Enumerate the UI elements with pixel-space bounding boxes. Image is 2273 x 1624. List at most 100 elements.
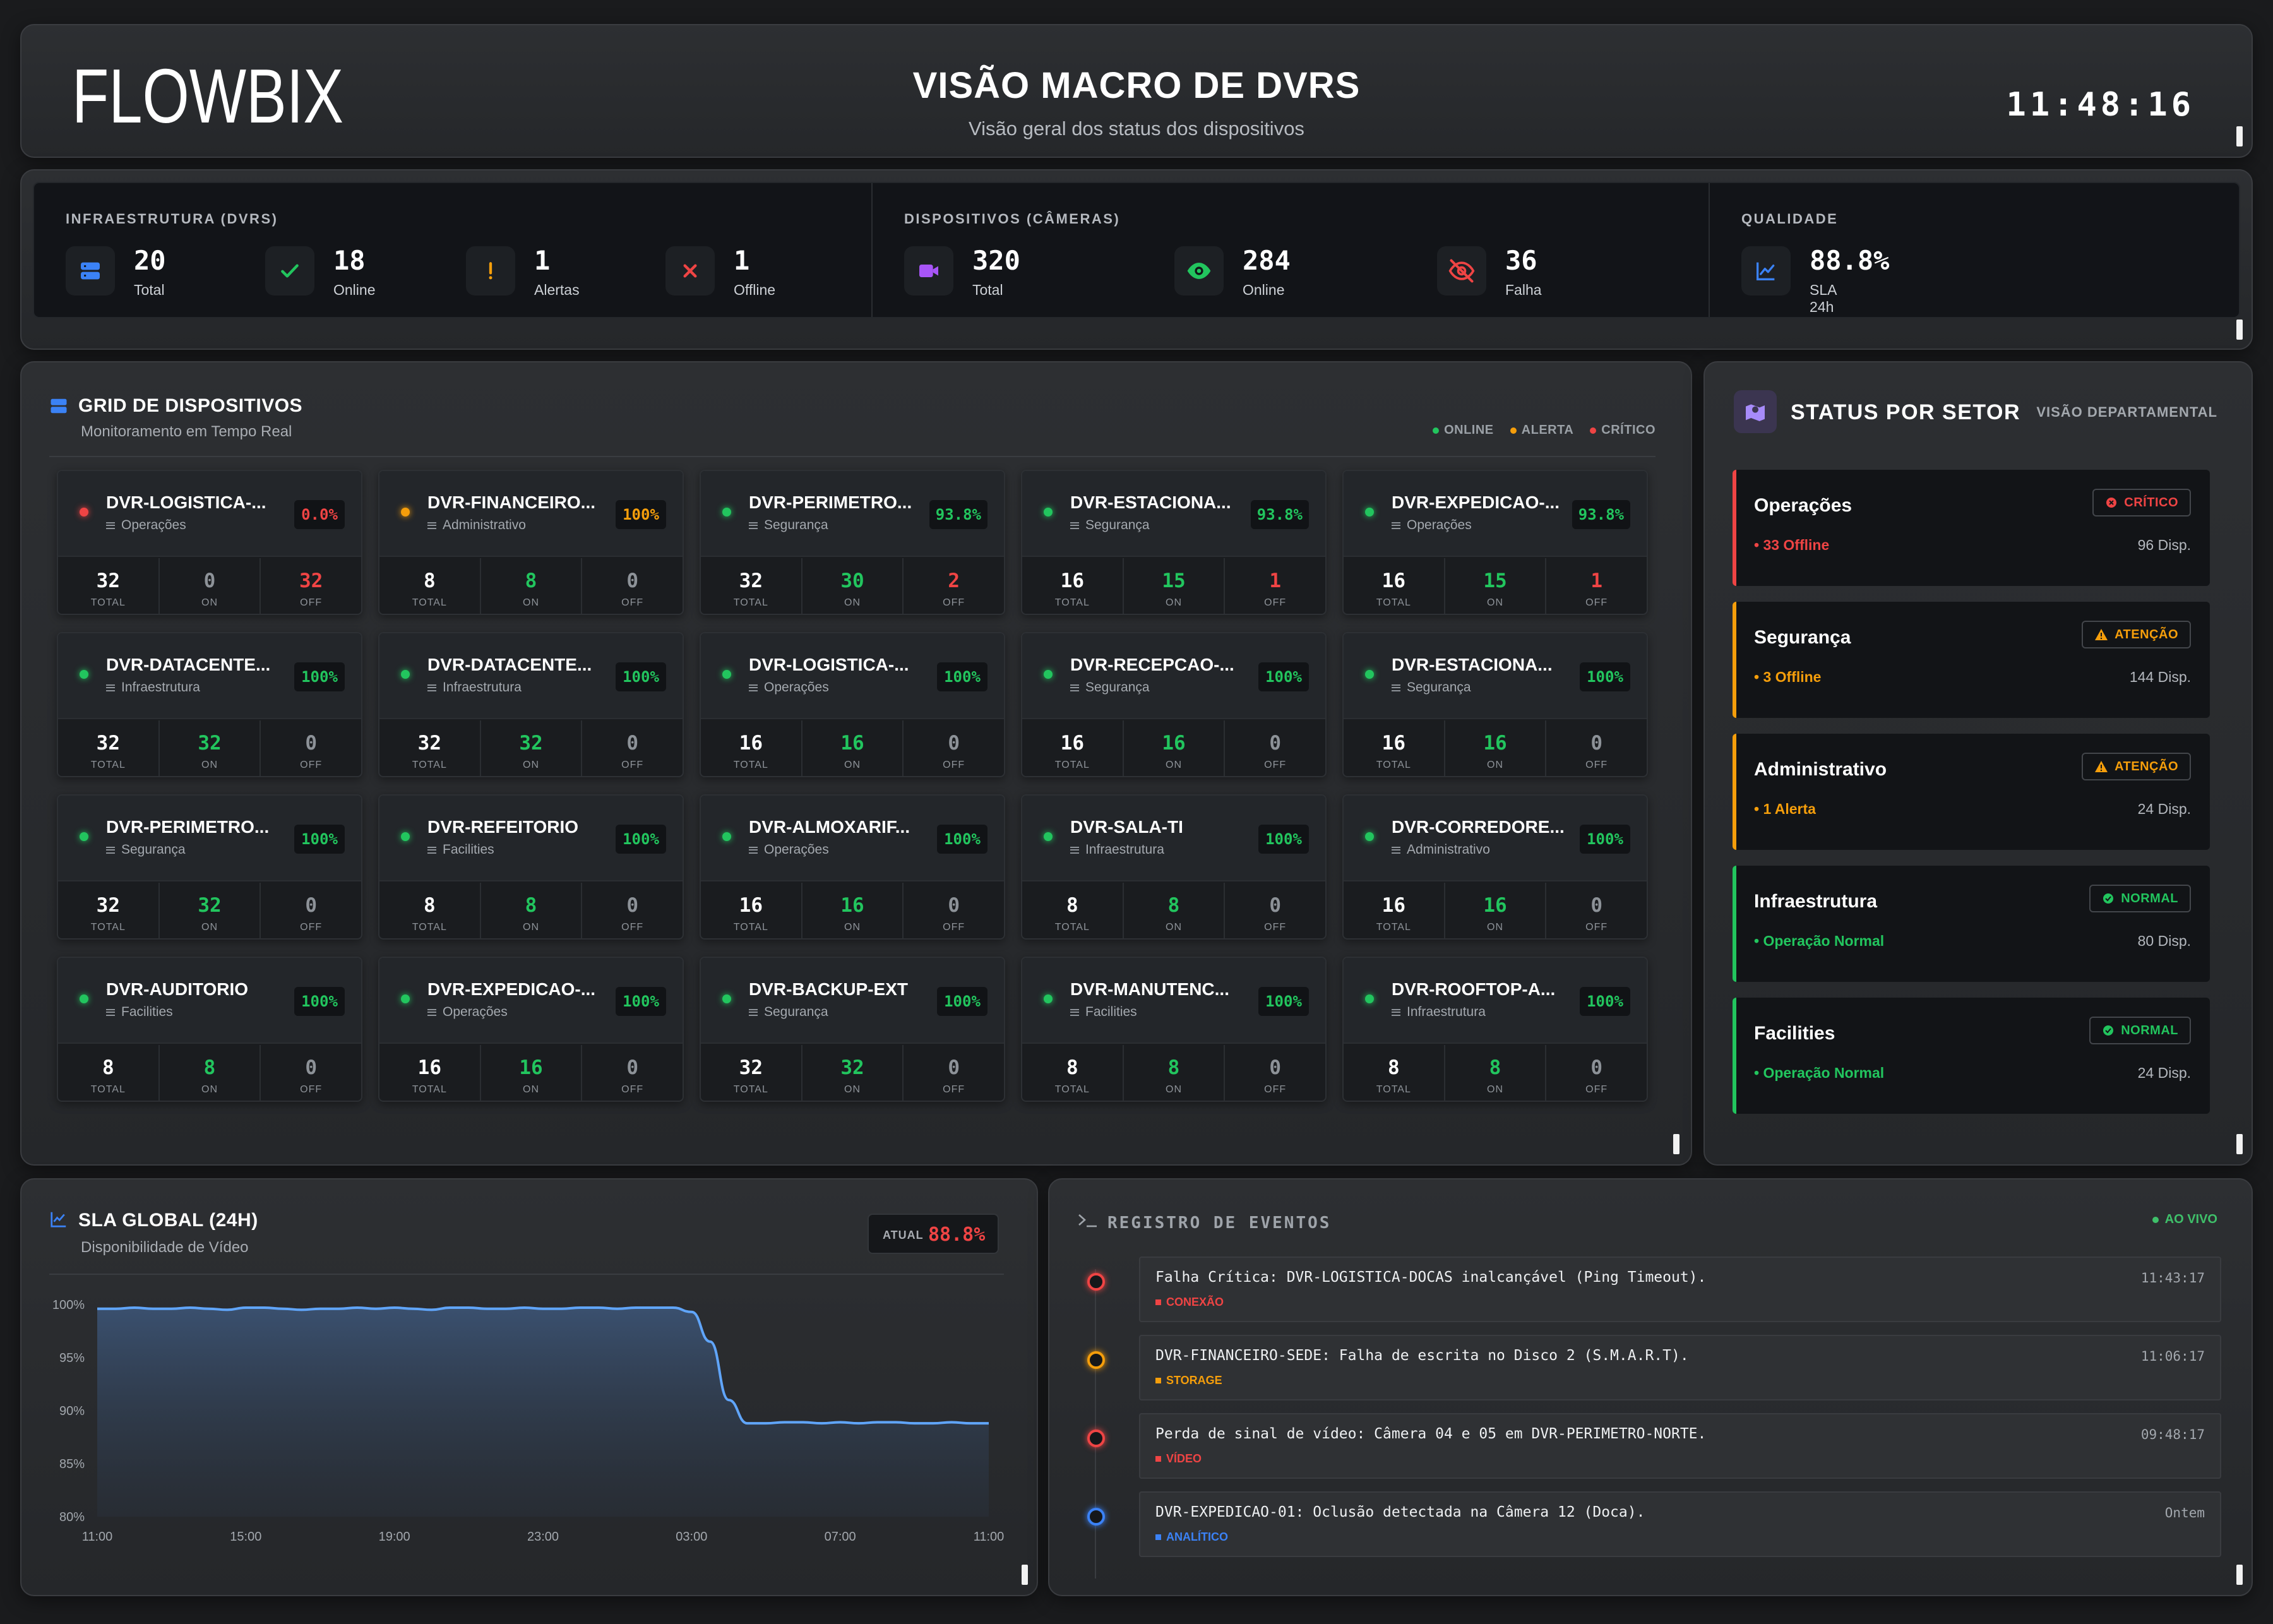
eye-icon (1174, 246, 1224, 296)
device-counts: 32 TOTAL 32 ON 0 OFF (379, 720, 683, 776)
resize-handle[interactable] (2236, 319, 2243, 340)
device-name: DVR-BACKUP-EXT (749, 979, 908, 999)
event-tag: STORAGE (1155, 1374, 1222, 1387)
quality-stats-group: QUALIDADE 88.8% SLA 24h (1709, 183, 2239, 317)
sector-card[interactable]: Segurança ATENÇÃO • 3 Offline 144 Disp. (1733, 602, 2210, 718)
device-card[interactable]: DVR-BACKUP-EXT Segurança 100% 32 TOTAL 32 ON 0 O… (700, 957, 1005, 1102)
stat-label: Online (333, 282, 376, 298)
device-card[interactable]: DVR-AUDITORIO Facilities 100% 8 TOTAL 8 ON 0 OFF (57, 957, 362, 1102)
resize-handle[interactable] (1673, 1134, 1679, 1154)
device-counts: 16 TOTAL 15 ON 1 OFF (1022, 558, 1325, 614)
x-icon (665, 246, 715, 296)
device-card[interactable]: DVR-MANUTENC... Facilities 100% 8 TOTAL 8 ON 0 O… (1021, 957, 1327, 1102)
device-card[interactable]: DVR-ALMOXARIF... Operações 100% 16 TOTAL 16 ON… (700, 794, 1005, 940)
resize-handle[interactable] (2236, 1134, 2243, 1154)
device-card[interactable]: DVR-DATACENTE... Infraestrutura 100% 32 TOTA… (378, 632, 684, 777)
device-card-header: DVR-REFEITORIO Facilities 100% (379, 796, 683, 881)
device-counts: 16 TOTAL 15 ON 1 OFF (1344, 558, 1647, 614)
status-dot (80, 832, 88, 841)
resize-handle[interactable] (2236, 1565, 2243, 1585)
stat-label: Offline (734, 282, 776, 298)
list-icon (1392, 522, 1400, 529)
current-sla-value: 88.8% (928, 1224, 986, 1246)
status-dot (1365, 670, 1374, 679)
device-uptime: 93.8% (1572, 500, 1630, 529)
device-uptime: 100% (294, 825, 345, 854)
device-card[interactable]: DVR-LOGISTICA-... Operações 100% 16 TOTAL 16 O… (700, 632, 1005, 777)
device-counts: 8 TOTAL 8 ON 0 OFF (1022, 883, 1325, 938)
count-on: 16 ON (1443, 883, 1546, 938)
device-card[interactable]: DVR-SALA-TI Infraestrutura 100% 8 TOTAL 8 ON 0 O… (1021, 794, 1327, 940)
event-row[interactable]: DVR-FINANCEIRO-SEDE: Falha de escrita no… (1139, 1335, 2221, 1400)
count-on: 8 ON (479, 883, 582, 938)
device-counts: 32 TOTAL 32 ON 0 OFF (58, 883, 361, 938)
device-name: DVR-DATACENTE... (427, 655, 592, 674)
status-dot (722, 994, 731, 1003)
device-sector: Infraestrutura (106, 680, 200, 695)
device-card-header: DVR-EXPEDICAO-... Operações 93.8% (1344, 471, 1647, 557)
sector-card[interactable]: Facilities NORMAL • Operação Normal 24 Disp… (1733, 998, 2210, 1114)
list-icon (106, 684, 115, 691)
count-off: 0 OFF (581, 1045, 683, 1101)
resize-handle[interactable] (2236, 126, 2243, 146)
stat-value: 18 (333, 245, 366, 276)
device-card[interactable]: DVR-PERIMETRO... Segurança 93.8% 32 TOTAL 30 O… (700, 470, 1005, 615)
count-total: 16 TOTAL (1376, 894, 1411, 933)
device-counts: 16 TOTAL 16 ON 0 OFF (701, 883, 1004, 938)
device-card[interactable]: DVR-LOGISTICA-... Operações 0.0% 32 TOTAL 0 ON… (57, 470, 362, 615)
event-time: Ontem (2164, 1505, 2205, 1520)
device-card[interactable]: DVR-CORREDORE... Administrativo 100% 16 TOTA… (1342, 794, 1648, 940)
list-icon (427, 1008, 436, 1016)
count-total: 8 TOTAL (1376, 1056, 1411, 1095)
device-card[interactable]: DVR-DATACENTE... Infraestrutura 100% 32 TOTA… (57, 632, 362, 777)
count-total: 32 TOTAL (90, 894, 126, 933)
device-card[interactable]: DVR-ESTACIONA... Segurança 93.8% 16 TOTAL 15 O… (1021, 470, 1327, 615)
list-icon (1070, 846, 1079, 854)
check-circle-icon (2103, 893, 2114, 904)
device-name: DVR-EXPEDICAO-... (1392, 493, 1560, 512)
device-name: DVR-REFEITORIO (427, 817, 579, 837)
count-on: 16 ON (801, 720, 903, 776)
legend-critical: CRÍTICO (1590, 423, 1656, 438)
sector-card[interactable]: Operações CRÍTICO • 33 Offline 96 Disp. (1733, 470, 2210, 586)
device-card[interactable]: DVR-FINANCEIRO... Administrativo 100% 8 TOTA… (378, 470, 684, 615)
device-card[interactable]: DVR-PERIMETRO... Segurança 100% 32 TOTAL 32 ON… (57, 794, 362, 940)
device-name: DVR-PERIMETRO... (106, 817, 270, 837)
count-on: 16 ON (1443, 720, 1546, 776)
device-uptime: 0.0% (294, 500, 345, 529)
device-sector: Facilities (1070, 1005, 1137, 1020)
x-tick-label: 11:00 (82, 1530, 113, 1544)
sector-device-count: 24 Disp. (2137, 801, 2191, 817)
device-card[interactable]: DVR-REFEITORIO Facilities 100% 8 TOTAL 8 ON 0 OF… (378, 794, 684, 940)
device-card[interactable]: DVR-ROOFTOP-A... Infraestrutura 100% 8 TOTAL… (1342, 957, 1648, 1102)
status-dot (1365, 832, 1374, 841)
list-icon (427, 846, 436, 854)
resize-handle[interactable] (1022, 1565, 1028, 1585)
device-name: DVR-DATACENTE... (106, 655, 271, 674)
device-card[interactable]: DVR-RECEPCAO-... Segurança 100% 16 TOTAL 16 ON… (1021, 632, 1327, 777)
event-row[interactable]: Perda de sinal de vídeo: Câmera 04 e 05 … (1139, 1413, 2221, 1479)
sector-note: • 1 Alerta (1754, 801, 1816, 817)
sla-series-line (97, 1306, 989, 1425)
device-uptime: 100% (1258, 987, 1309, 1016)
list-icon (749, 684, 758, 691)
infra-stats-title: INFRAESTRUTURA (DVRS) (66, 211, 278, 227)
sector-card[interactable]: Administrativo ATENÇÃO • 1 Alerta 24 Disp. (1733, 734, 2210, 850)
event-row[interactable]: DVR-EXPEDICAO-01: Oclusão detectada na C… (1139, 1491, 2221, 1557)
status-dot (1365, 508, 1374, 516)
count-total: 16 TOTAL (733, 732, 768, 770)
device-card[interactable]: DVR-ESTACIONA... Segurança 100% 16 TOTAL 16 ON… (1342, 632, 1648, 777)
count-on: 8 ON (1122, 883, 1224, 938)
chart-line-icon (1741, 246, 1791, 296)
device-name: DVR-CORREDORE... (1392, 817, 1565, 837)
device-card[interactable]: DVR-EXPEDICAO-... Operações 93.8% 16 TOTAL 15… (1342, 470, 1648, 615)
device-counts: 8 TOTAL 8 ON 0 OFF (379, 883, 683, 938)
sector-card[interactable]: Infraestrutura NORMAL • Operação Normal 80 … (1733, 866, 2210, 982)
device-card[interactable]: DVR-EXPEDICAO-... Operações 100% 16 TOTAL 16 O… (378, 957, 684, 1102)
count-total: 16 TOTAL (1054, 570, 1090, 608)
device-sector: Operações (427, 1005, 508, 1020)
x-tick-label: 23:00 (527, 1530, 559, 1544)
event-message: DVR-EXPEDICAO-01: Oclusão detectada na C… (1155, 1504, 1645, 1520)
event-row[interactable]: Falha Crítica: DVR-LOGISTICA-DOCAS inalc… (1139, 1257, 2221, 1322)
sector-device-count: 144 Disp. (2129, 669, 2191, 685)
